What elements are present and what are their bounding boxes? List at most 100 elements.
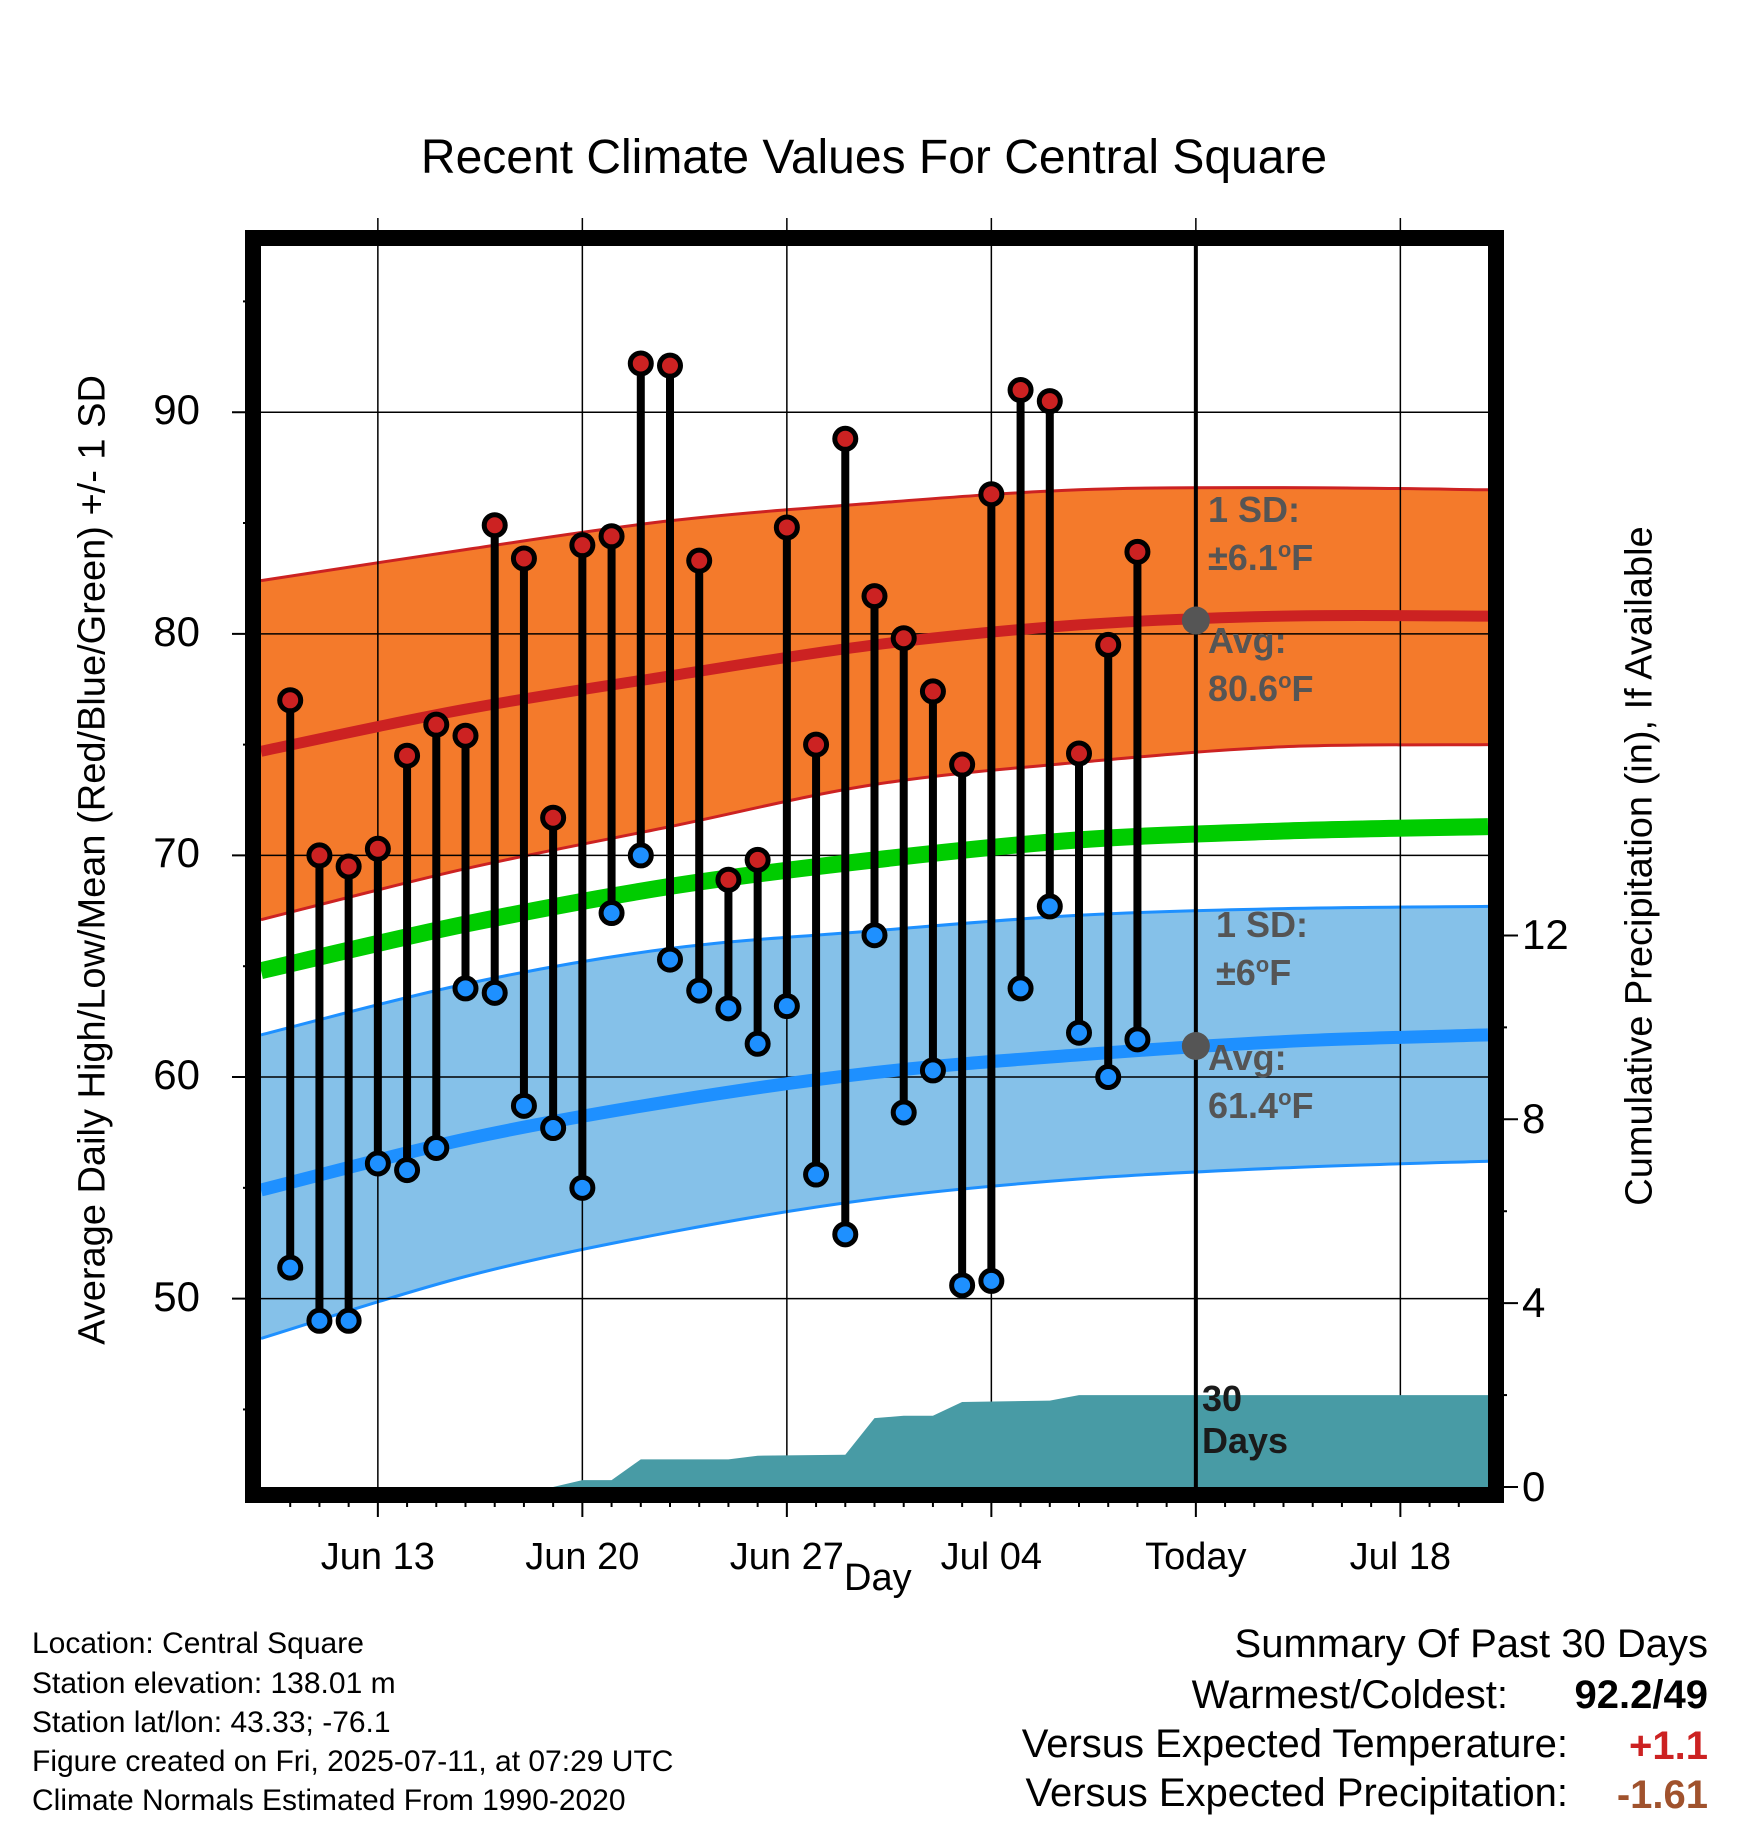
- unit-label: F: [1291, 1085, 1314, 1126]
- daily-low-point: [452, 975, 479, 1002]
- daily-low-point: [657, 946, 683, 973]
- high-sd-value: ±6.1: [1208, 537, 1278, 578]
- daily-low-point: [335, 1307, 362, 1334]
- daily-high-point: [1007, 377, 1034, 404]
- axis-ticks: [232, 300, 1518, 1517]
- today-high-avg-marker: [1181, 606, 1210, 635]
- daily-high-point: [510, 545, 537, 572]
- daily-low-point: [540, 1114, 567, 1141]
- daily-low-point: [949, 1272, 976, 1299]
- x-tick-label: Today: [1145, 1536, 1247, 1578]
- daily-low-point: [627, 842, 654, 869]
- y2-tick-label: 0: [1522, 1463, 1546, 1510]
- meta-latlon: Station lat/lon: 43.33; -76.1: [32, 1706, 391, 1739]
- x-axis-label: Day: [844, 1557, 912, 1599]
- daily-low-point: [598, 900, 625, 927]
- low-lower-line: [260, 1159, 1489, 1340]
- low-sd-annotation: 1 SD: ±6oF: [1216, 905, 1308, 993]
- daily-low-point: [919, 1057, 946, 1084]
- daily-high-point: [627, 350, 654, 377]
- unit-label: F: [1269, 952, 1292, 993]
- meta-normals: Climate Normals Estimated From 1990-2020: [32, 1784, 626, 1817]
- daily-low-point: [1036, 893, 1063, 920]
- daily-high-point: [364, 835, 391, 862]
- daily-high-point: [335, 853, 362, 880]
- daily-high-point: [540, 804, 567, 831]
- daily-high-point: [394, 742, 421, 769]
- daily-high-point: [306, 842, 333, 869]
- degree-symbol: o: [1277, 537, 1292, 562]
- daily-high-point: [1095, 631, 1122, 658]
- daily-high-point: [949, 751, 976, 778]
- daily-high-point: [1124, 538, 1151, 565]
- precip-days-word: Days: [1202, 1420, 1289, 1461]
- daily-low-point: [1124, 1026, 1151, 1053]
- high-upper-line: [260, 486, 1489, 583]
- low-avg-label: Avg:: [1208, 1037, 1287, 1078]
- low-sd-label: 1 SD:: [1216, 904, 1309, 945]
- high-avg-label: Avg:: [1208, 620, 1287, 661]
- y-tick-label: 60: [153, 1051, 200, 1099]
- low-avg-line: [259, 1028, 1489, 1197]
- daily-low-point: [773, 993, 800, 1020]
- daily-low-point: [364, 1150, 391, 1177]
- daily-high-point: [744, 846, 771, 873]
- chart-title: Recent Climate Values For Central Square: [420, 131, 1328, 184]
- daily-low-point: [861, 922, 888, 949]
- x-tick-label: Jul 18: [1349, 1536, 1452, 1578]
- meta-elevation: Station elevation: 138.01 m: [32, 1667, 396, 1700]
- summary-precip-value: -1.61: [1616, 1773, 1708, 1817]
- daily-low-point: [1007, 975, 1034, 1002]
- daily-low-point: [423, 1134, 450, 1161]
- unit-label: F: [1291, 537, 1314, 578]
- high-avg-value: 80.6: [1208, 668, 1279, 709]
- unit-label: F: [1291, 668, 1314, 709]
- x-tick-label: Jun 27: [729, 1536, 844, 1578]
- summary-temp-label: Versus Expected Temperature:: [1021, 1722, 1568, 1766]
- degree-symbol: o: [1278, 1085, 1292, 1110]
- y2-tick-label: 8: [1522, 1095, 1546, 1143]
- daily-high-point: [481, 512, 508, 539]
- daily-low-point: [569, 1174, 596, 1201]
- x-tick-label: Jun 20: [525, 1536, 640, 1578]
- y2-axis-label: Cumulative Precipitation (in), If Availa…: [1618, 526, 1661, 1206]
- degree-symbol: o: [1255, 952, 1270, 977]
- daily-low-point: [1066, 1019, 1092, 1046]
- daily-high-point: [715, 866, 742, 893]
- summary-warmest-label: Warmest/Coldest:: [1191, 1673, 1508, 1717]
- daily-low-point: [1095, 1064, 1122, 1091]
- daily-low-point: [306, 1307, 333, 1334]
- degree-symbol: o: [1278, 668, 1292, 693]
- precip-days-annotation: 30 Days: [1202, 1378, 1288, 1462]
- daily-low-point: [394, 1157, 421, 1184]
- daily-high-point: [861, 583, 888, 610]
- high-sd-label: 1 SD:: [1208, 489, 1301, 530]
- summary-temp-value: +1.1: [1629, 1724, 1708, 1768]
- cumulative-precip-area: [494, 1395, 1488, 1487]
- daily-high-point: [978, 481, 1005, 508]
- y2-tick-label: 12: [1522, 911, 1569, 959]
- daily-high-point: [890, 625, 917, 652]
- y-tick-label: 80: [153, 607, 200, 655]
- daily-low-point: [978, 1267, 1005, 1294]
- daily-low-point: [744, 1030, 771, 1057]
- low-avg-value: 61.4: [1208, 1085, 1279, 1126]
- precip-area: [494, 1395, 1488, 1487]
- summary-heading: Summary Of Past 30 Days: [1234, 1622, 1708, 1666]
- daily-high-point: [657, 352, 683, 379]
- daily-low-point: [890, 1099, 917, 1126]
- meta-location: Location: Central Square: [32, 1627, 364, 1660]
- y2-tick-label: 4: [1522, 1279, 1546, 1327]
- summary-warmest-value: 92.2/49: [1574, 1673, 1708, 1717]
- daily-high-point: [569, 532, 596, 559]
- high-avg-annotation: Avg: 80.6oF: [1208, 621, 1314, 709]
- daily-observations: [277, 350, 1151, 1334]
- daily-high-point: [423, 711, 450, 738]
- low-sd-band: [261, 906, 1488, 1339]
- meta-created: Figure created on Fri, 2025-07-11, at 07…: [32, 1745, 674, 1778]
- daily-high-point: [1066, 740, 1092, 767]
- daily-high-point: [277, 687, 304, 714]
- low-avg-annotation: Avg: 61.4oF: [1208, 1038, 1314, 1126]
- daily-low-point: [715, 995, 742, 1022]
